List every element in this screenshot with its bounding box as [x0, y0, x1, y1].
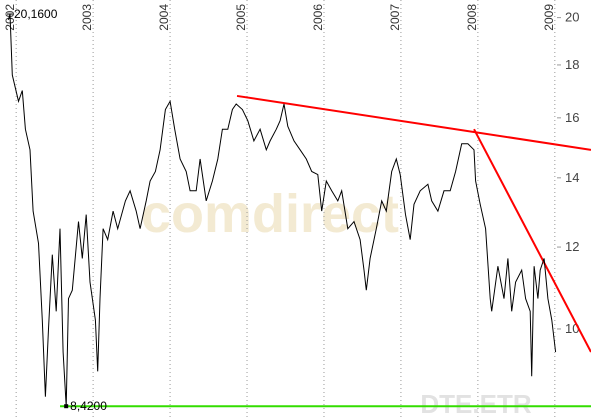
- low-marker: [64, 404, 69, 409]
- x-tick-label: 2004: [157, 4, 171, 31]
- x-tick-label: 2006: [311, 4, 325, 31]
- watermark: comdirect: [141, 184, 399, 244]
- y-tick-label: 18: [565, 57, 579, 72]
- low-label: 8,4200: [70, 399, 107, 413]
- x-tick-label: 2007: [388, 4, 402, 31]
- x-tick-label: 2005: [234, 4, 248, 31]
- y-tick-label: 12: [565, 239, 579, 254]
- y-tick-label: 20: [565, 10, 579, 25]
- trend-line: [473, 128, 591, 353]
- x-tick-label: 2008: [465, 4, 479, 31]
- trend-line: [236, 94, 591, 151]
- price-line: [8, 13, 557, 407]
- high-label: 20,1600: [14, 7, 58, 21]
- y-tick-label: 10: [565, 321, 579, 336]
- series-label: DTE.ETR: [420, 389, 531, 417]
- y-tick-label: 16: [565, 110, 579, 125]
- y-tick-label: 14: [565, 170, 579, 185]
- x-tick-label: 2009: [542, 4, 556, 31]
- x-tick-label: 2003: [80, 4, 94, 31]
